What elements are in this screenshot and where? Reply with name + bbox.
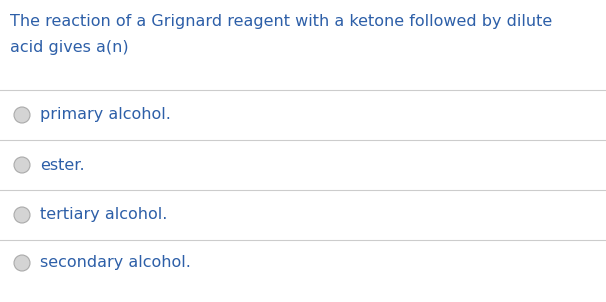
Ellipse shape xyxy=(14,107,30,123)
Text: tertiary alcohol.: tertiary alcohol. xyxy=(40,207,167,223)
Ellipse shape xyxy=(14,255,30,271)
Text: The reaction of a Grignard reagent with a ketone followed by dilute: The reaction of a Grignard reagent with … xyxy=(10,14,552,29)
Text: acid gives a(n): acid gives a(n) xyxy=(10,40,128,55)
Text: primary alcohol.: primary alcohol. xyxy=(40,108,171,123)
Ellipse shape xyxy=(14,157,30,173)
Text: ester.: ester. xyxy=(40,158,85,172)
Ellipse shape xyxy=(14,207,30,223)
Text: secondary alcohol.: secondary alcohol. xyxy=(40,255,191,271)
